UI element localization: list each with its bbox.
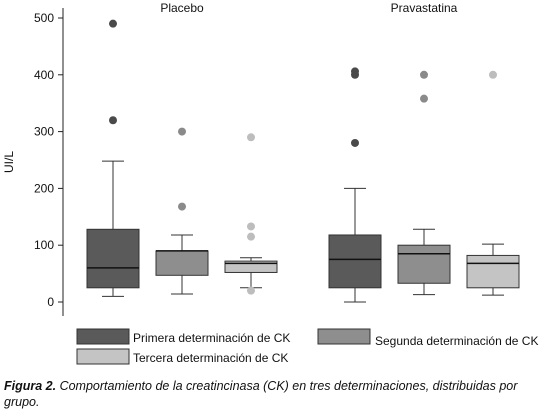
y-tick-label: 0 — [47, 295, 54, 309]
box — [86, 228, 140, 289]
caption-text: Comportamiento de la creatincinasa (CK) … — [4, 379, 518, 409]
y-tick-label: 200 — [34, 181, 54, 195]
box — [466, 254, 520, 289]
y-axis-label: UI/L — [2, 151, 16, 173]
legend-swatch — [317, 328, 371, 345]
group-label: Placebo — [160, 1, 204, 15]
box-plot-chart: 0 100 200 300 400 500 UI/L Placebo Pravastatina P… — [2, 1, 538, 365]
outlier-point — [247, 222, 255, 231]
legend-label: Tercera determinación de CK — [133, 351, 288, 365]
y-tick-label: 500 — [34, 11, 54, 25]
legend-swatch — [76, 328, 130, 345]
outlier-point — [247, 133, 255, 142]
legend-label: Segunda determinación de CK — [375, 334, 538, 348]
outlier-point — [109, 19, 117, 28]
figure-caption: Figura 2. Comportamiento de la creatinci… — [4, 378, 542, 410]
legend-label: Primera determinación de CK — [133, 331, 290, 345]
y-tick-label: 400 — [34, 68, 54, 82]
box — [224, 260, 278, 273]
outlier-point — [351, 138, 359, 147]
box — [397, 244, 451, 284]
outlier-point — [178, 202, 186, 211]
outlier-point — [247, 286, 255, 295]
box — [328, 234, 382, 289]
outlier-point — [489, 70, 497, 79]
caption-label: Figura 2. — [4, 379, 57, 393]
box — [155, 250, 209, 276]
legend-swatch — [76, 348, 130, 365]
group-label: Pravastatina — [391, 1, 458, 15]
outlier-point — [420, 94, 428, 103]
y-tick-label: 300 — [34, 125, 54, 139]
outlier-point — [420, 70, 428, 79]
outlier-point — [109, 116, 117, 125]
outlier-point — [178, 127, 186, 136]
outlier-point — [351, 67, 359, 76]
outlier-point — [247, 232, 255, 241]
y-tick-label: 100 — [34, 238, 54, 252]
